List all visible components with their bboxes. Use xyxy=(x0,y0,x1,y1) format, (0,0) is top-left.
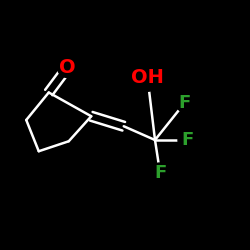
Circle shape xyxy=(58,58,78,78)
Circle shape xyxy=(176,93,195,112)
Circle shape xyxy=(134,64,161,91)
Text: F: F xyxy=(154,164,166,182)
Text: OH: OH xyxy=(131,68,164,87)
Circle shape xyxy=(150,163,170,182)
Text: F: F xyxy=(182,131,194,149)
Circle shape xyxy=(178,130,197,150)
Text: F: F xyxy=(179,94,191,112)
Text: O: O xyxy=(59,58,76,77)
